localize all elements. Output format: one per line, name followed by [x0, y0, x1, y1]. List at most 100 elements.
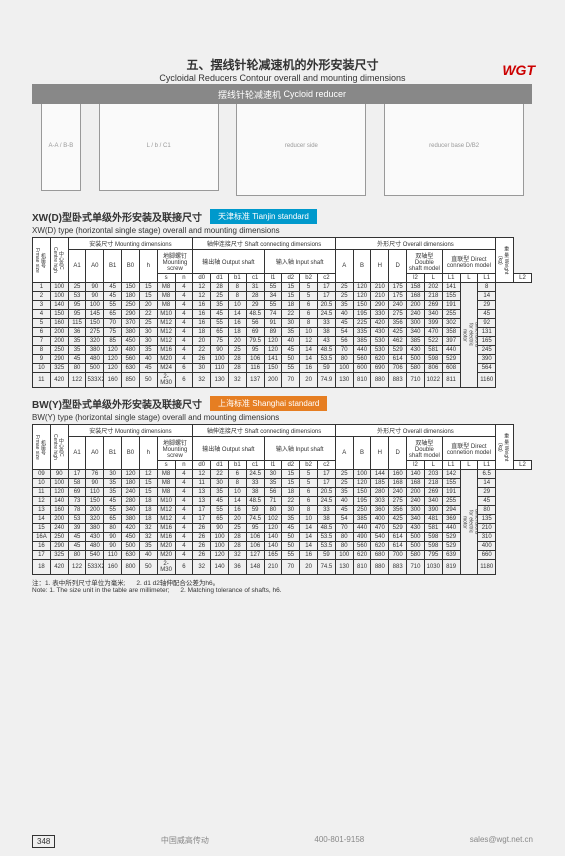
cell: 32: [139, 533, 157, 542]
cell: 200: [50, 328, 68, 337]
cell: 300: [407, 506, 425, 515]
diagram-assembly-1: reducer side: [236, 96, 366, 196]
cell: 210: [264, 560, 282, 575]
col-weight: 重 量 Weight (kg): [497, 432, 510, 462]
cell: 580: [407, 551, 425, 560]
cell: 106: [246, 533, 264, 542]
footer-company: 中国威高传动: [161, 835, 209, 848]
cell: 302: [442, 319, 460, 328]
cell: 450: [122, 337, 140, 346]
cell: 90: [50, 470, 68, 479]
col-b1: b1: [228, 274, 246, 283]
cell: 706: [389, 364, 407, 373]
cell: 25: [68, 283, 86, 292]
col-frame-size: 机座号 Frmae size: [34, 432, 47, 462]
col-H: H: [371, 250, 389, 283]
cell: 500: [407, 355, 425, 364]
cell: 22: [211, 470, 229, 479]
cell: 16: [228, 506, 246, 515]
cell: 425: [389, 515, 407, 524]
cell: 130: [335, 373, 353, 388]
cell: 500: [407, 533, 425, 542]
cell: 17: [193, 506, 211, 515]
cell: 275: [389, 310, 407, 319]
col-Ld: L: [460, 274, 478, 283]
cell: 100: [50, 479, 68, 488]
cell: 6.5: [478, 470, 496, 479]
cell: 73: [68, 497, 86, 506]
table-row: 16A250454309045032M164261002810614050145…: [33, 533, 532, 542]
cell: 30: [282, 506, 300, 515]
cell: 430: [371, 328, 389, 337]
cell: 614: [389, 533, 407, 542]
section2-title-cn: BW(Y)型卧式单级外形安装及联接尺寸: [32, 396, 202, 411]
cell: 385: [353, 515, 371, 524]
cell: 130: [335, 560, 353, 575]
table-row: 210053904518015M841225828341551725120210…: [33, 292, 532, 301]
cell: 122: [68, 373, 86, 388]
cell: 100: [50, 283, 68, 292]
cell: 33: [318, 506, 336, 515]
cell: 35: [139, 346, 157, 355]
cell: 529: [389, 524, 407, 533]
cell: 45: [68, 355, 86, 364]
cell: 20: [300, 560, 318, 575]
cell: 90: [86, 292, 104, 301]
cell: 620: [371, 542, 389, 551]
cell: 4: [175, 337, 193, 346]
cell: 20: [228, 337, 246, 346]
brand-logo: WGT: [502, 62, 535, 78]
cell: 240: [122, 488, 140, 497]
col-d1: d1: [211, 461, 229, 470]
col-B: B: [353, 250, 371, 283]
cell: 50: [139, 560, 157, 575]
cell: 290: [50, 542, 68, 551]
cell: 250: [50, 346, 68, 355]
cell: 80: [478, 506, 496, 515]
cell: 45: [282, 346, 300, 355]
cell: 1: [33, 283, 51, 292]
cell: 290: [371, 301, 389, 310]
col-A: A: [335, 437, 353, 470]
cell: 120: [264, 524, 282, 533]
cell: 168: [389, 479, 407, 488]
section2-sub: BW(Y) type (horizontal single stage) ove…: [0, 413, 565, 422]
cell: 17: [318, 292, 336, 301]
cell: 390: [424, 506, 442, 515]
cell: 880: [371, 560, 389, 575]
col-b2: b2: [300, 274, 318, 283]
cell: 18: [139, 515, 157, 524]
col-a1: A1: [68, 437, 86, 470]
cell: 45: [478, 497, 496, 506]
cell: 240: [407, 497, 425, 506]
diagram-side: L / b / C1: [99, 101, 219, 191]
cell: 700: [389, 551, 407, 560]
cell: 430: [407, 524, 425, 533]
cell: 294: [442, 506, 460, 515]
table-row: 110025904515015M841228831551551725120210…: [33, 283, 532, 292]
cell: 140: [264, 542, 282, 551]
cell: 191: [442, 301, 460, 310]
cell: 12: [193, 283, 211, 292]
cell: 12: [33, 497, 51, 506]
cell: 540: [86, 551, 104, 560]
cell: 48.5: [246, 497, 264, 506]
col-L2: L2: [513, 461, 531, 470]
cell: 15: [282, 283, 300, 292]
col-L: L: [424, 274, 442, 283]
cell: 430: [407, 346, 425, 355]
cell: 127: [246, 551, 264, 560]
cell: 15: [282, 292, 300, 301]
cell: 810: [353, 560, 371, 575]
cell: 32: [193, 560, 211, 575]
cell: 80: [335, 533, 353, 542]
cell: 225: [353, 319, 371, 328]
cell: 14: [300, 524, 318, 533]
cell: 120: [104, 346, 122, 355]
cell: 4: [175, 283, 193, 292]
cell: 50: [282, 355, 300, 364]
cell: 91: [264, 319, 282, 328]
table-row: 18420122533X2160800502-M3063214036148210…: [33, 560, 532, 575]
col-b2: b2: [300, 461, 318, 470]
cell: 168: [407, 292, 425, 301]
